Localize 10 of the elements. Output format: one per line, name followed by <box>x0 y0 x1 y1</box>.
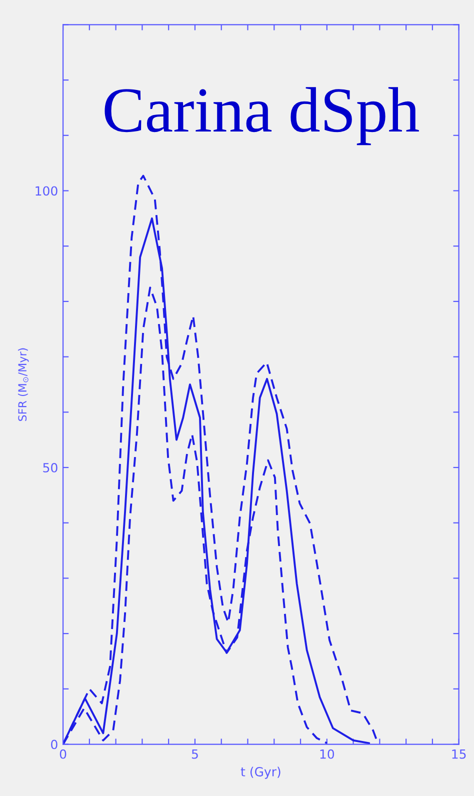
y-tick-label: 50 <box>43 462 58 472</box>
y-axis-title: SFR (M$_{⊙}$/Myr) <box>18 348 29 421</box>
x-tick-label: 15 <box>452 750 466 759</box>
x-tick-label: 0 <box>60 749 66 759</box>
y-tick-label: 100 <box>36 186 58 196</box>
x-tick-label: 5 <box>192 750 198 759</box>
y-tick-label: 0 <box>51 740 58 750</box>
x-tick-label: 10 <box>320 749 334 759</box>
text: Carina dSph <box>104 87 419 146</box>
x-axis-title: t (Gyr) <box>240 766 280 779</box>
